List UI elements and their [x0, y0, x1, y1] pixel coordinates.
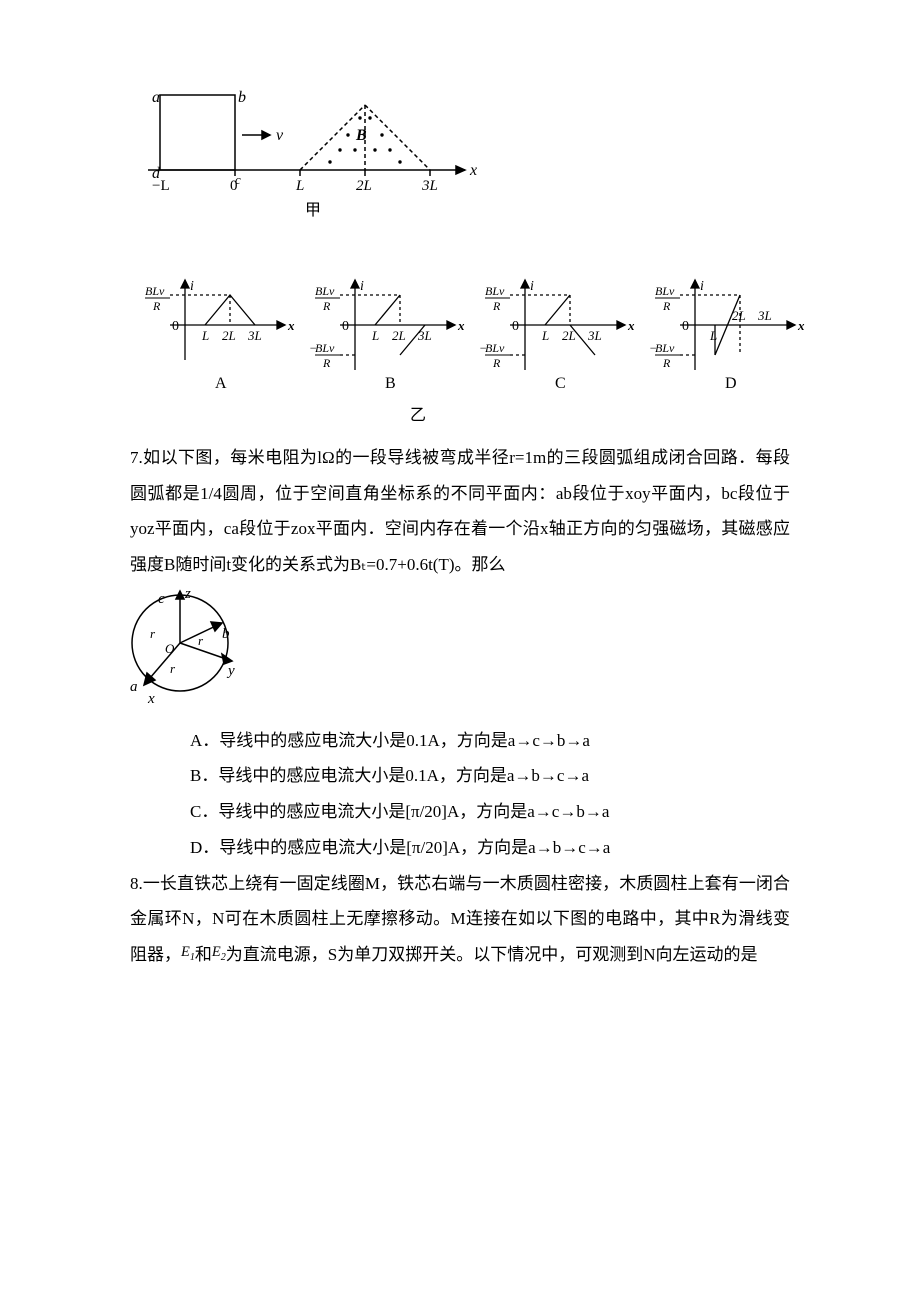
q7f-r1: r — [150, 626, 156, 641]
yi-C-i: i — [530, 279, 534, 294]
q8-num: 8. — [130, 874, 143, 893]
figjia-mL: −L — [152, 178, 170, 194]
yi-D-ynden: R — [662, 356, 671, 370]
q7f-x: x — [147, 691, 155, 707]
q7f-r2: r — [198, 633, 204, 648]
figjia-b: b — [238, 90, 246, 106]
q7-optD: D．导线中的感应电流大小是[π/20]A，方向是a→b→c→a — [190, 830, 790, 866]
q7f-c: c — [158, 591, 165, 607]
yi-D-3L: 3L — [757, 308, 772, 323]
figure-yi-svg: i BLv R 0 L 2L 3L x A i — [130, 270, 810, 430]
yi-A-i: i — [190, 279, 194, 294]
yi-C-yden: R — [492, 299, 501, 313]
q7f-O: O — [165, 641, 175, 656]
q7f-r3: r — [170, 661, 176, 676]
yi-A-L: L — [201, 328, 209, 343]
yi-A-lab: A — [215, 375, 227, 392]
yi-B-yden: R — [322, 299, 331, 313]
yi-C-3L: 3L — [587, 328, 602, 343]
figyi-caption: 乙 — [410, 407, 426, 424]
q7-text: 7.如以下图，每米电阻为lΩ的一段导线被弯成半径r=1m的三段圆弧组成闭合回路．… — [130, 440, 790, 583]
q7-optA: A．导线中的感应电流大小是0.1A，方向是a→c→b→a — [190, 723, 790, 759]
figjia-3L: 3L — [421, 178, 438, 194]
q8-body-b: 为直流电源，S为单刀双掷开关。以下情况中，可观测到N向左运动的是 — [226, 945, 758, 964]
yi-A-x: x — [287, 318, 295, 333]
yi-B-ynden: R — [322, 356, 331, 370]
yi-D-ypos: BLv — [655, 284, 675, 298]
yi-C-x: x — [627, 318, 635, 333]
yi-A-ypos: BLv — [145, 284, 165, 298]
figjia-a: a — [152, 90, 160, 106]
yi-B-x: x — [457, 318, 465, 333]
yi-D-i: i — [700, 279, 704, 294]
figure-q7: c z b y a x O r r r — [110, 583, 790, 713]
figjia-0: 0 — [230, 178, 238, 194]
yi-B-ypos: BLv — [315, 284, 335, 298]
yi-C-2L: 2L — [562, 328, 576, 343]
figjia-x: x — [469, 162, 477, 179]
svg-text:0: 0 — [342, 319, 349, 334]
figure-jia: a b d c v B x −L 0 L 2L 3L 甲 — [130, 90, 790, 260]
yi-B-i: i — [360, 279, 364, 294]
figjia-caption: 甲 — [305, 202, 321, 219]
yi-D-yden: R — [662, 299, 671, 313]
q7-optC: C．导线中的感应电流大小是[π/20]A，方向是a→c→b→a — [190, 794, 790, 830]
figjia-v: v — [276, 127, 284, 144]
q7-num: 7. — [130, 448, 143, 467]
figure-q7-svg: c z b y a x O r r r — [110, 583, 260, 713]
yi-D-x: x — [797, 318, 805, 333]
yi-D-2L: 2L — [732, 308, 746, 323]
figjia-B-label: B — [355, 127, 367, 144]
yi-D-lab: D — [725, 375, 737, 392]
yi-C-L: L — [541, 328, 549, 343]
svg-text:0: 0 — [172, 319, 179, 334]
yi-D-yneg: BLv — [655, 341, 675, 355]
yi-B-2L: 2L — [392, 328, 406, 343]
yi-B-yneg: BLv — [315, 341, 335, 355]
yi-A-3L: 3L — [247, 328, 262, 343]
q8-E2pre: E — [212, 944, 221, 960]
yi-D-L: L — [709, 328, 717, 343]
q7f-z: z — [184, 586, 191, 602]
yi-A-2L: 2L — [222, 328, 236, 343]
yi-C-ypos: BLv — [485, 284, 505, 298]
yi-B-lab: B — [385, 375, 396, 392]
figjia-L: L — [295, 178, 304, 194]
q7-optB: B．导线中的感应电流大小是0.1A，方向是a→b→c→a — [190, 758, 790, 794]
svg-text:0: 0 — [682, 319, 689, 334]
q8-text: 8.一长直铁芯上绕有一固定线圈M，铁芯右端与一木质圆柱密接，木质圆柱上套有一闭合… — [130, 866, 790, 973]
yi-C-yneg: BLv — [485, 341, 505, 355]
figjia-2L: 2L — [356, 178, 372, 194]
yi-A-yden: R — [152, 299, 161, 313]
yi-C-lab: C — [555, 375, 566, 392]
q7f-b: b — [222, 626, 230, 642]
yi-B-3L: 3L — [417, 328, 432, 343]
q8-E1pre: E — [181, 944, 190, 960]
figure-jia-svg: a b d c v B x −L 0 L 2L 3L 甲 — [130, 90, 510, 260]
q7f-a: a — [130, 679, 138, 695]
q7f-y: y — [226, 663, 235, 679]
q8-mid: 和 — [195, 945, 212, 964]
figure-yi: i BLv R 0 L 2L 3L x A i — [130, 270, 790, 430]
q7-body: 如以下图，每米电阻为lΩ的一段导线被弯成半径r=1m的三段圆弧组成闭合回路．每段… — [130, 448, 790, 574]
yi-B-L: L — [371, 328, 379, 343]
svg-text:0: 0 — [512, 319, 519, 334]
yi-C-ynden: R — [492, 356, 501, 370]
